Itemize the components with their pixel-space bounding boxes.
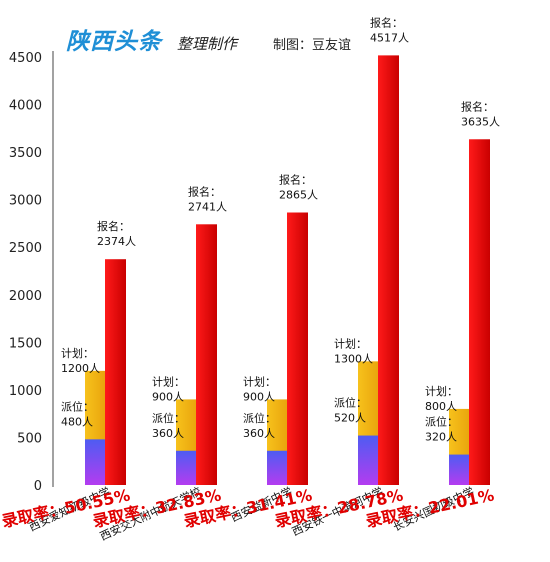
y-tick-label: 2500 [9, 241, 42, 256]
quota-value: 360人 [243, 427, 275, 440]
report-value: 3635人 [461, 115, 500, 128]
quota-value: 360人 [152, 427, 184, 440]
report-value: 2865人 [279, 189, 318, 202]
report-label: 报名： [188, 184, 221, 198]
quota-label: 派位： [243, 411, 276, 425]
report-label: 报名： [461, 99, 494, 113]
report-bar [105, 259, 126, 485]
y-tick-label: 4500 [9, 51, 42, 66]
y-tick-label: 3000 [9, 194, 42, 209]
plan-label: 计划： [243, 375, 276, 388]
y-tick-label: 4000 [9, 99, 42, 114]
bar-labels: 报名：2374人计划：1200人派位：480人西安爱知初级中学录取率：50.55… [0, 15, 500, 543]
report-value: 2741人 [188, 200, 227, 213]
plan-label: 计划： [152, 375, 185, 388]
quota-value: 480人 [61, 415, 93, 428]
report-label: 报名： [279, 173, 312, 187]
quota-bar [85, 439, 105, 485]
chart-credit: 制图：豆友谊 [273, 38, 352, 53]
quota-bar [267, 450, 287, 485]
report-bar [287, 212, 308, 486]
report-bar [469, 139, 490, 485]
quota-bar [176, 450, 196, 485]
bars [85, 55, 490, 486]
plan-label: 计划： [334, 337, 367, 350]
report-bar [196, 224, 217, 485]
y-tick-label: 0 [34, 479, 42, 494]
plan-label: 计划： [61, 347, 94, 360]
report-value: 2374人 [97, 235, 136, 248]
quota-label: 派位： [61, 399, 94, 413]
y-tick-label: 1500 [9, 336, 42, 351]
quota-label: 派位： [152, 411, 185, 425]
plan-value: 1200人 [61, 362, 100, 375]
quota-label: 派位： [334, 396, 367, 410]
plan-value: 1300人 [334, 352, 373, 365]
report-bar [378, 55, 399, 485]
y-tick-label: 1000 [9, 384, 42, 399]
plan-label: 计划： [425, 385, 458, 398]
quota-bar [358, 435, 378, 485]
plan-value: 900人 [152, 390, 184, 403]
report-label: 报名： [97, 219, 130, 233]
y-tick-label: 2000 [9, 289, 42, 304]
plan-value: 800人 [425, 400, 457, 413]
report-value: 4517人 [370, 31, 409, 44]
quota-value: 320人 [425, 431, 457, 444]
plan-value: 900人 [243, 390, 275, 403]
brand-logo: 陕西头条 [66, 29, 162, 55]
y-tick-label: 3500 [9, 146, 42, 161]
report-label: 报名： [370, 15, 403, 29]
quota-value: 520人 [334, 412, 366, 425]
quota-label: 派位： [425, 415, 458, 429]
brand-subtitle: 整理制作 [177, 35, 238, 53]
y-tick-label: 500 [17, 431, 42, 446]
y-axis: 0 500 1000 1500 2000 2500 3000 3500 4000 4500 [9, 51, 54, 494]
quota-bar [449, 454, 469, 485]
